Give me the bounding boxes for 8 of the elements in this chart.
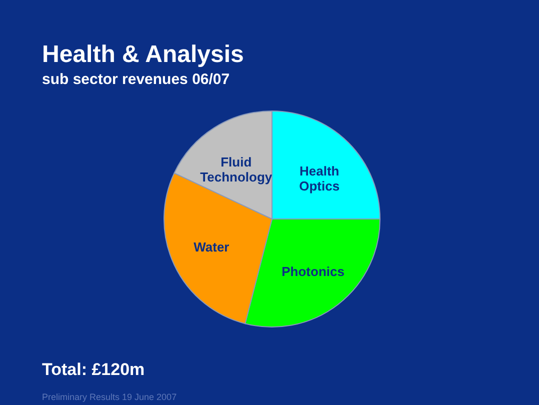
text: Total: £120m <box>42 360 145 379</box>
text: Preliminary Results 19 June 2007 <box>42 392 177 402</box>
slice-label: Water <box>194 240 230 255</box>
chart-subtitle: sub sector revenues 06/07 <box>42 71 230 88</box>
slice-label: Fluid Technology <box>200 154 273 184</box>
slice-label: Photonics <box>282 264 344 279</box>
slice-label: Health Optics <box>299 164 340 194</box>
chart-title: Health & Analysis <box>42 41 244 68</box>
